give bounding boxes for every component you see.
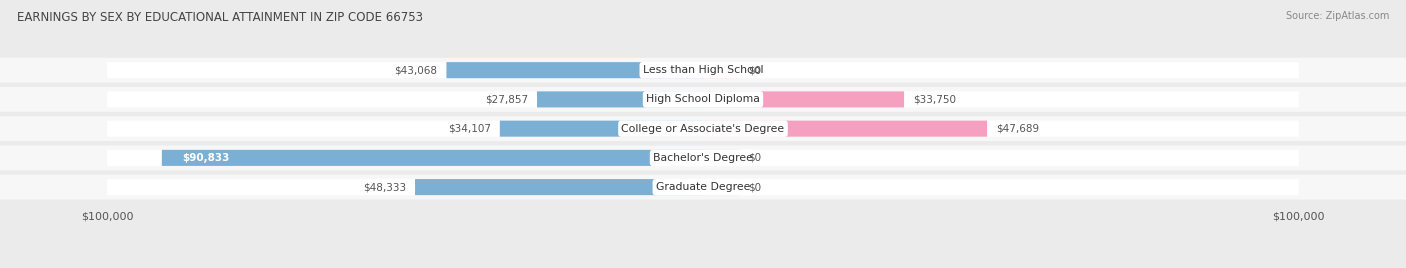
FancyBboxPatch shape bbox=[107, 150, 1299, 166]
FancyBboxPatch shape bbox=[0, 175, 1406, 200]
Text: EARNINGS BY SEX BY EDUCATIONAL ATTAINMENT IN ZIP CODE 66753: EARNINGS BY SEX BY EDUCATIONAL ATTAINMEN… bbox=[17, 11, 423, 24]
Text: $48,333: $48,333 bbox=[363, 182, 406, 192]
Text: College or Associate's Degree: College or Associate's Degree bbox=[621, 124, 785, 134]
Text: High School Diploma: High School Diploma bbox=[647, 94, 759, 105]
FancyBboxPatch shape bbox=[703, 91, 904, 107]
Text: Graduate Degree: Graduate Degree bbox=[655, 182, 751, 192]
FancyBboxPatch shape bbox=[107, 62, 1299, 78]
FancyBboxPatch shape bbox=[537, 91, 703, 107]
FancyBboxPatch shape bbox=[499, 121, 703, 137]
FancyBboxPatch shape bbox=[703, 62, 738, 78]
FancyBboxPatch shape bbox=[703, 150, 738, 166]
Text: Less than High School: Less than High School bbox=[643, 65, 763, 75]
Text: Bachelor's Degree: Bachelor's Degree bbox=[652, 153, 754, 163]
FancyBboxPatch shape bbox=[107, 121, 1299, 137]
FancyBboxPatch shape bbox=[447, 62, 703, 78]
FancyBboxPatch shape bbox=[107, 179, 1299, 195]
FancyBboxPatch shape bbox=[0, 58, 1406, 83]
Text: $90,833: $90,833 bbox=[183, 153, 231, 163]
FancyBboxPatch shape bbox=[162, 150, 703, 166]
Text: $0: $0 bbox=[748, 182, 761, 192]
FancyBboxPatch shape bbox=[0, 116, 1406, 141]
Text: $47,689: $47,689 bbox=[995, 124, 1039, 134]
FancyBboxPatch shape bbox=[0, 146, 1406, 170]
Text: $33,750: $33,750 bbox=[912, 94, 956, 105]
FancyBboxPatch shape bbox=[107, 91, 1299, 107]
FancyBboxPatch shape bbox=[415, 179, 703, 195]
Text: $0: $0 bbox=[748, 153, 761, 163]
Text: $43,068: $43,068 bbox=[395, 65, 437, 75]
Text: Source: ZipAtlas.com: Source: ZipAtlas.com bbox=[1285, 11, 1389, 21]
Text: $34,107: $34,107 bbox=[449, 124, 491, 134]
FancyBboxPatch shape bbox=[0, 87, 1406, 112]
Text: $0: $0 bbox=[748, 65, 761, 75]
FancyBboxPatch shape bbox=[703, 121, 987, 137]
Text: $27,857: $27,857 bbox=[485, 94, 529, 105]
FancyBboxPatch shape bbox=[703, 179, 738, 195]
